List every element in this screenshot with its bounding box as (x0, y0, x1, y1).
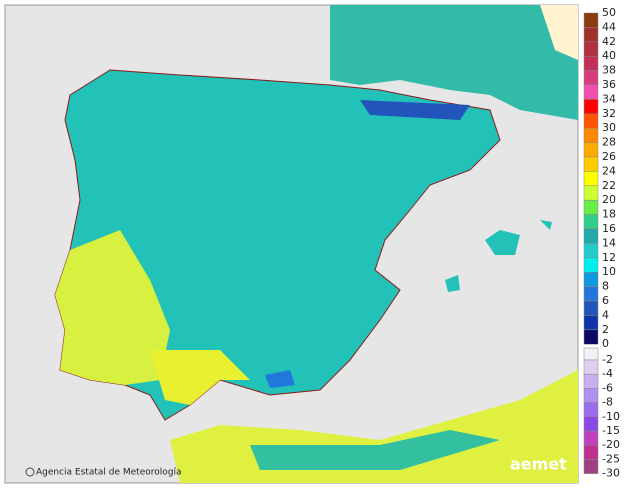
legend-label: 42 (602, 35, 616, 48)
legend-label: 32 (602, 107, 616, 120)
legend-label: -15 (602, 424, 620, 437)
legend-label: 12 (602, 251, 616, 264)
legend-label: 0 (602, 337, 609, 350)
legend-swatch (583, 257, 599, 273)
agency-icon (25, 467, 35, 477)
legend-swatch (583, 142, 599, 158)
legend-label: 10 (602, 265, 616, 278)
legend-swatch (583, 402, 599, 418)
legend-label: 24 (602, 164, 616, 177)
legend-label: 2 (602, 323, 609, 336)
france (330, 5, 578, 120)
legend-swatch (583, 416, 599, 432)
legend-swatch (583, 459, 599, 474)
legend-label: 16 (602, 222, 616, 235)
legend-swatch (583, 347, 599, 361)
legend-label: 44 (602, 20, 616, 33)
legend-label: 38 (602, 64, 616, 77)
legend-swatch (583, 127, 599, 143)
legend-swatch (583, 185, 599, 201)
legend-swatch (583, 113, 599, 129)
island (540, 220, 552, 230)
legend-label: 22 (602, 179, 616, 192)
pyrenees (360, 100, 470, 120)
legend-label: -25 (602, 452, 620, 465)
legend-swatch (583, 84, 599, 100)
legend-label: -10 (602, 410, 620, 423)
legend-swatch (583, 12, 599, 28)
legend-label: 20 (602, 193, 616, 206)
legend-swatch (583, 41, 599, 57)
legend-label: 14 (602, 236, 616, 249)
legend-swatch (583, 373, 599, 389)
legend-swatch (583, 99, 599, 115)
legend-label: 30 (602, 121, 616, 134)
legend-label: -4 (602, 367, 613, 380)
legend-swatch (583, 70, 599, 86)
island (485, 230, 520, 255)
legend-label: -6 (602, 381, 613, 394)
legend-label: 6 (602, 294, 609, 307)
legend-label: -20 (602, 438, 620, 451)
legend-swatch (583, 156, 599, 172)
legend-swatch (583, 228, 599, 244)
land-patch (540, 5, 578, 60)
legend-swatch (583, 444, 599, 460)
legend-label: 8 (602, 280, 609, 293)
warm-area (55, 230, 170, 385)
logo: aemet (510, 455, 567, 474)
warm-area (150, 350, 250, 405)
legend-swatch (583, 243, 599, 259)
legend-label: 18 (602, 208, 616, 221)
legend-label: 4 (602, 308, 609, 321)
agency-label: Agencia Estatal de Meteorología (36, 468, 182, 478)
legend-label: 26 (602, 150, 616, 163)
legend-swatch (583, 171, 599, 187)
sierra-nevada (265, 370, 295, 388)
legend-label: 40 (602, 49, 616, 62)
legend-swatch (583, 329, 599, 345)
legend-label: 34 (602, 92, 616, 105)
legend-label: 28 (602, 136, 616, 149)
legend-swatch (583, 315, 599, 331)
legend-label: -8 (602, 396, 613, 409)
legend-swatch (583, 430, 599, 446)
legend-swatch (583, 214, 599, 230)
legend: 5044424038363432302826242220181614121086… (583, 6, 620, 480)
legend-label: 50 (602, 6, 616, 19)
legend-swatch (583, 271, 599, 287)
legend-swatch (583, 388, 599, 403)
legend-swatch (583, 199, 599, 215)
legend-swatch (583, 27, 599, 43)
legend-label: 36 (602, 78, 616, 91)
island (445, 275, 460, 292)
legend-swatch (583, 300, 599, 316)
legend-swatch (583, 359, 599, 375)
legend-swatch (583, 286, 599, 302)
legend-swatch (583, 55, 599, 71)
legend-label: -30 (602, 467, 620, 480)
land-patch (250, 430, 500, 470)
legend-label: -2 (602, 353, 613, 366)
